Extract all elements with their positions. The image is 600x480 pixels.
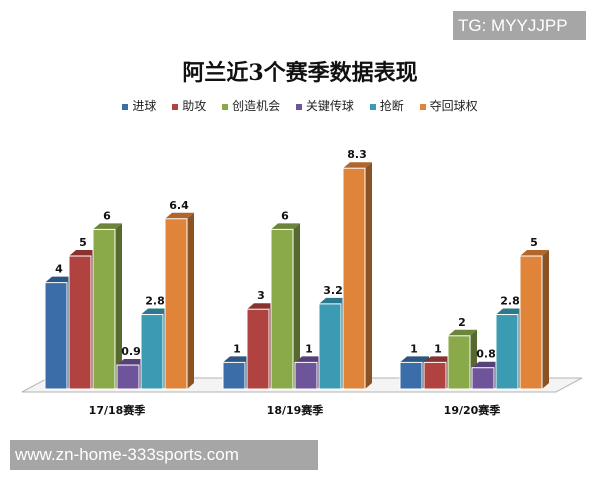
value-label: 6.4 <box>169 199 189 212</box>
legend-swatch-icon <box>222 103 229 110</box>
bar <box>519 250 549 390</box>
legend-swatch-icon <box>369 103 376 110</box>
value-label: 0.8 <box>476 348 496 361</box>
value-label: 6 <box>281 209 289 222</box>
legend-item-recoveries: 夺回球权 <box>419 97 478 114</box>
value-label: 4 <box>55 263 63 276</box>
legend-swatch-icon <box>419 103 426 110</box>
chart-legend: 进球 助攻 创造机会 关键传球 抢断 夺回球权 <box>0 97 600 114</box>
value-label: 3 <box>257 289 265 302</box>
legend-item-assists: 助攻 <box>172 97 206 114</box>
watermark-bottom: www.zn-home-333sports.com <box>10 440 318 470</box>
category-label: 18/19赛季 <box>267 403 325 417</box>
bar <box>164 212 194 390</box>
legend-swatch-icon <box>122 103 129 110</box>
category-axis-labels: 17/18赛季 18/19赛季 19/20赛季 <box>89 403 502 417</box>
value-label: 1 <box>233 342 241 355</box>
legend-item-key-passes: 关键传球 <box>295 97 354 114</box>
value-label: 5 <box>79 236 87 249</box>
watermark-top: TG: MYYJJPP <box>453 11 586 40</box>
bar <box>270 223 300 390</box>
chart-title: 阿兰近3个赛季数据表现 <box>182 60 418 86</box>
legend-item-tackles: 抢断 <box>369 97 404 114</box>
value-label: 1 <box>410 342 418 355</box>
value-label: 1 <box>305 342 313 355</box>
value-label: 1 <box>434 342 442 355</box>
value-label: 6 <box>103 209 111 222</box>
value-label: 2 <box>458 316 466 329</box>
category-label: 17/18赛季 <box>89 403 147 417</box>
bar <box>342 162 372 390</box>
value-label: 2.8 <box>145 295 165 308</box>
legend-swatch-icon <box>295 103 302 110</box>
value-label: 0.9 <box>121 345 141 358</box>
legend-swatch-icon <box>172 103 179 110</box>
bar <box>92 223 122 390</box>
value-label: 5 <box>530 236 538 249</box>
value-label: 2.8 <box>500 295 520 308</box>
value-label: 3.2 <box>323 284 343 297</box>
legend-item-chances-created: 创造机会 <box>222 97 280 114</box>
category-label: 19/20赛季 <box>444 403 502 417</box>
value-label: 8.3 <box>347 148 367 161</box>
legend-item-goals: 进球 <box>122 97 156 114</box>
bar-series-group: 4 5 6 0.9 2.8 6.4 1 3 6 1 3.2 8.3 1 1 2 0.8 2.8 5 <box>44 148 549 390</box>
